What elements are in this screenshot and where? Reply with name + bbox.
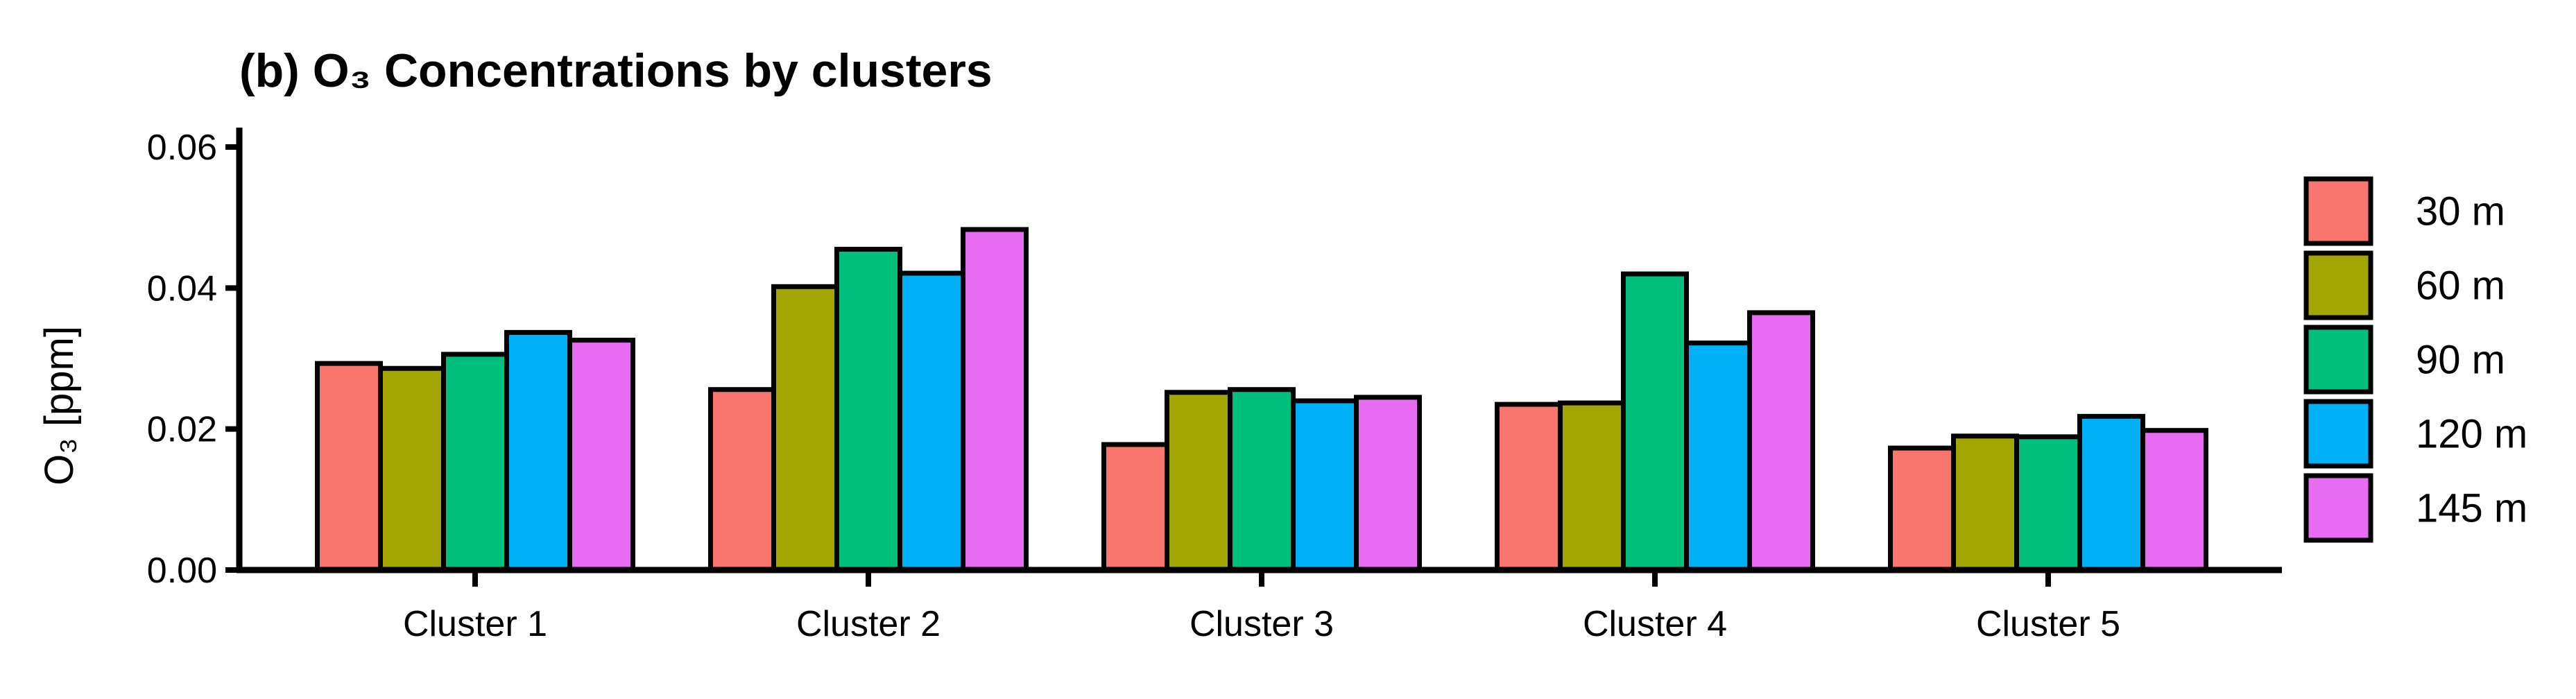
legend: 30 m 60 m 90 m 120 m 145 m	[2303, 176, 2527, 543]
bar-60m-cluster-2	[771, 284, 839, 573]
bar-60m-cluster-5	[1951, 433, 2019, 573]
legend-key-30m	[2303, 176, 2373, 246]
bar-90m-cluster-1	[441, 352, 509, 573]
bar-30m-cluster-5	[1888, 445, 1956, 573]
legend-label-145m: 145 m	[2416, 486, 2527, 531]
bar-120m-cluster-4	[1684, 340, 1752, 573]
bar-60m-cluster-1	[378, 365, 446, 573]
bar-145m-cluster-4	[1747, 310, 1815, 573]
bar-120m-cluster-1	[504, 329, 572, 573]
legend-key-145m	[2303, 473, 2373, 543]
x-tick-label-cluster-3: Cluster 3	[1190, 604, 1334, 644]
legend-key-120m	[2303, 399, 2373, 469]
x-tick-label-cluster-1: Cluster 1	[403, 604, 547, 644]
plot-area: 0.00 0.02 0.04 0.06 Cluster 1 Cluster 2 Cluste…	[147, 128, 2282, 644]
x-tick-label-cluster-2: Cluster 2	[796, 604, 941, 644]
bar-30m-cluster-3	[1101, 442, 1169, 573]
bar-90m-cluster-4	[1621, 271, 1689, 573]
legend-label-120m: 120 m	[2416, 412, 2527, 457]
bar-120m-cluster-5	[2077, 413, 2145, 573]
bar-145m-cluster-2	[961, 227, 1029, 573]
y-tick-label: 0.04	[147, 268, 217, 309]
legend-key-90m	[2303, 325, 2373, 395]
bar-120m-cluster-3	[1291, 398, 1359, 573]
bar-60m-cluster-3	[1165, 390, 1233, 573]
bar-145m-cluster-3	[1354, 395, 1422, 573]
bar-120m-cluster-2	[898, 270, 965, 573]
bar-30m-cluster-4	[1495, 402, 1563, 573]
x-tick-label-cluster-4: Cluster 4	[1583, 604, 1727, 644]
legend-key-60m	[2303, 250, 2373, 320]
legend-label-90m: 90 m	[2416, 338, 2505, 383]
y-tick-label: 0.06	[147, 128, 217, 168]
bar-90m-cluster-5	[2014, 434, 2082, 573]
bar-60m-cluster-4	[1558, 400, 1626, 573]
bar-30m-cluster-2	[708, 387, 776, 573]
bar-90m-cluster-2	[834, 246, 902, 573]
bar-145m-cluster-5	[2140, 428, 2208, 573]
bar-30m-cluster-1	[315, 361, 383, 573]
legend-label-30m: 30 m	[2416, 189, 2505, 234]
y-tick-label: 0.02	[147, 410, 217, 450]
x-tick-label-cluster-5: Cluster 5	[1976, 604, 2120, 644]
legend-label-60m: 60 m	[2416, 264, 2505, 309]
y-axis-label: O₃ [ppm]	[37, 326, 82, 485]
chart-title: (b) O₃ Concentrations by clusters	[239, 44, 993, 97]
y-tick-label: 0.00	[147, 551, 217, 591]
bar-90m-cluster-3	[1228, 387, 1296, 573]
bar-145m-cluster-1	[567, 338, 635, 573]
